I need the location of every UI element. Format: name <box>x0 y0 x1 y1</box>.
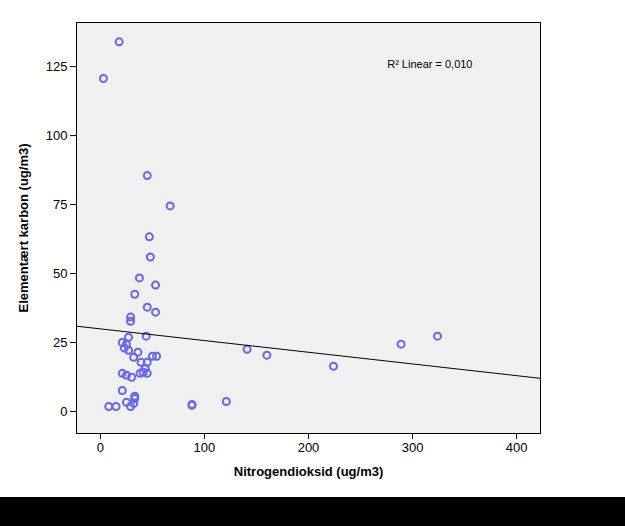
svg-text:Nitrogendioksid (ug/m3): Nitrogendioksid (ug/m3) <box>234 464 384 479</box>
svg-text:Elementært karbon (ug/m3): Elementært karbon (ug/m3) <box>16 143 31 312</box>
svg-text:50: 50 <box>53 266 67 281</box>
svg-text:75: 75 <box>53 197 67 212</box>
svg-text:200: 200 <box>298 440 320 455</box>
svg-text:125: 125 <box>46 59 68 74</box>
svg-text:300: 300 <box>402 440 424 455</box>
svg-text:25: 25 <box>53 335 67 350</box>
svg-text:0: 0 <box>97 440 104 455</box>
svg-text:100: 100 <box>194 440 216 455</box>
svg-text:0: 0 <box>60 404 67 419</box>
svg-text:100: 100 <box>46 128 68 143</box>
svg-text:R² Linear = 0,010: R² Linear = 0,010 <box>387 58 472 70</box>
svg-text:400: 400 <box>506 440 528 455</box>
